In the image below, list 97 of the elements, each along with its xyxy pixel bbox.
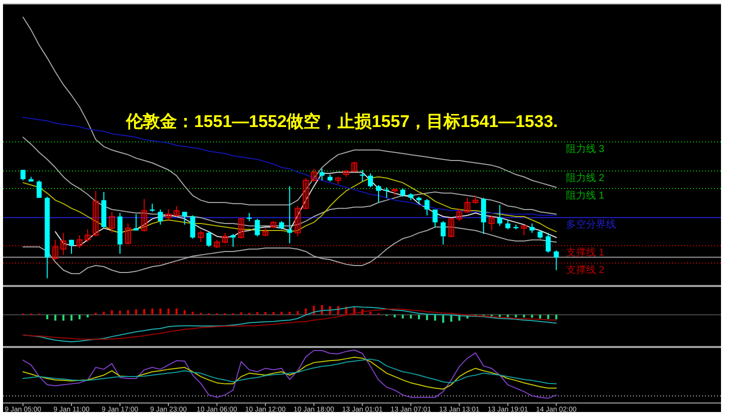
candlestick	[262, 228, 268, 237]
bar	[70, 314, 72, 321]
candlestick	[182, 211, 188, 226]
bar	[418, 314, 420, 320]
candlestick	[76, 234, 83, 248]
candlestick	[190, 214, 196, 240]
candlestick	[206, 231, 212, 248]
candlestick	[141, 198, 148, 232]
ref-line-label: 支撑线 2	[566, 264, 605, 276]
bar	[110, 310, 113, 315]
bar	[176, 308, 178, 315]
candlestick	[392, 188, 398, 196]
candlestick	[158, 209, 163, 226]
bar	[304, 308, 307, 315]
ref-line-label: 阻力线 1	[566, 190, 605, 202]
candlestick	[310, 168, 317, 182]
bar	[522, 314, 525, 318]
bar	[547, 314, 550, 320]
bar	[78, 314, 81, 320]
bar	[280, 312, 283, 315]
candlestick	[254, 218, 260, 237]
candlestick	[368, 172, 373, 188]
ref-line-label: 多空分界线	[566, 218, 616, 231]
bar	[531, 314, 534, 318]
bar	[159, 308, 162, 315]
candlestick	[497, 204, 502, 226]
ref-line-label: 支撑线 1	[566, 246, 605, 259]
bar	[54, 314, 56, 321]
candlestick	[424, 198, 430, 216]
candlestick	[351, 161, 358, 173]
bar	[369, 312, 372, 315]
bar	[62, 314, 64, 321]
candlestick	[36, 180, 42, 198]
candlestick	[432, 209, 438, 228]
candlestick	[343, 169, 350, 178]
candlestick	[165, 209, 172, 220]
candlestick	[134, 214, 139, 231]
candlestick	[68, 239, 74, 254]
bar	[514, 314, 517, 318]
candlestick	[84, 228, 91, 243]
candlestick	[60, 232, 66, 256]
candlestick	[198, 230, 204, 243]
bar	[256, 312, 258, 315]
candlestick	[335, 176, 342, 184]
bar	[264, 312, 266, 315]
bar	[86, 314, 89, 318]
bar	[539, 314, 542, 318]
candlestick	[464, 197, 470, 214]
candlestick	[520, 225, 527, 236]
chart-title: 伦敦金：1551—1552做空，止损1557，目标1541—1533.	[125, 112, 558, 131]
candlestick	[287, 186, 292, 244]
ref-line-label: 阻力线 2	[566, 172, 605, 184]
candlestick	[319, 168, 324, 181]
candlestick	[214, 239, 220, 248]
candlestick	[472, 195, 478, 204]
candlestick	[222, 232, 228, 244]
bar	[394, 314, 396, 318]
bar	[426, 314, 428, 320]
bar	[184, 310, 186, 315]
candlestick	[294, 206, 301, 237]
bar	[143, 309, 146, 315]
candlestick	[384, 186, 390, 198]
candlestick	[238, 217, 244, 240]
bar	[272, 312, 274, 315]
bar	[288, 312, 291, 315]
bar	[151, 308, 154, 315]
bar	[442, 314, 444, 323]
candlestick	[270, 220, 276, 229]
candlestick	[230, 233, 236, 248]
candlestick	[125, 223, 132, 245]
candlestick	[505, 220, 510, 230]
bar	[102, 312, 105, 315]
candlestick	[488, 214, 495, 231]
candlestick	[554, 250, 559, 271]
bar	[296, 310, 299, 315]
bar	[167, 308, 170, 315]
bar	[402, 314, 404, 318]
bar	[135, 309, 138, 315]
candlestick	[376, 184, 382, 204]
candlestick	[108, 211, 115, 234]
candlestick	[448, 218, 454, 238]
candlestick	[302, 178, 309, 210]
bar	[192, 312, 194, 315]
candlestick	[440, 220, 446, 245]
ref-line-label: 阻力线 3	[566, 142, 605, 155]
candlestick	[52, 239, 58, 260]
bar	[118, 310, 121, 315]
bar	[555, 314, 558, 320]
candlestick	[456, 208, 462, 222]
candlestick	[174, 206, 180, 217]
bar	[434, 314, 436, 321]
candlestick	[481, 197, 486, 234]
candlestick	[92, 190, 99, 237]
candlestick	[530, 223, 535, 234]
bar	[46, 314, 48, 320]
candlestick	[546, 232, 551, 254]
bar	[410, 314, 412, 318]
